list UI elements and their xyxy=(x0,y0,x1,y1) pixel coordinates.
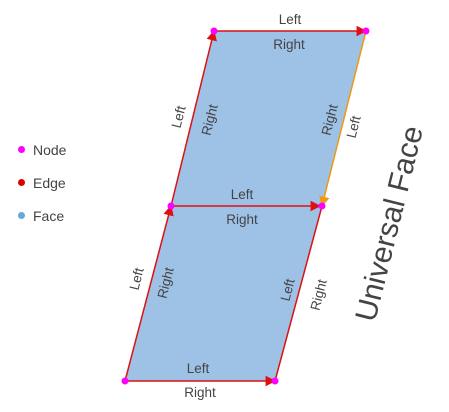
edge-lower-left-left-label: Left xyxy=(127,266,147,292)
edge-bottom-right-label: Right xyxy=(184,385,216,400)
node-middle-right xyxy=(318,202,326,210)
edge-upper-right xyxy=(319,30,367,208)
edge-legend-icon xyxy=(18,179,25,186)
node-bottom-left xyxy=(121,377,129,385)
edge-bottom-left-label: Left xyxy=(187,361,210,376)
legend-label-face: Face xyxy=(33,207,65,224)
node-middle-left xyxy=(167,202,175,210)
face-lower xyxy=(125,206,322,381)
legend: Node Edge Face xyxy=(16,133,66,232)
edge-lower-right xyxy=(274,205,323,382)
edge-top-left-label: Left xyxy=(279,12,302,27)
edge-middle-left-label: Left xyxy=(231,187,254,202)
universal-face-label: Universal Face xyxy=(350,123,430,325)
edge-lower-left-right-label: Right xyxy=(155,266,177,300)
edge-lower-left xyxy=(124,204,174,382)
legend-item-node: Node xyxy=(16,133,66,166)
edge-top-right-label: Right xyxy=(273,37,305,52)
legend-label-edge: Edge xyxy=(33,174,66,191)
face-upper xyxy=(171,31,366,206)
node-top-left xyxy=(210,27,218,35)
legend-item-face: Face xyxy=(16,199,66,232)
node-bottom-right xyxy=(271,377,279,385)
node-legend-icon xyxy=(18,146,25,153)
edge-upper-right-right-label: Right xyxy=(319,103,341,137)
edge-lower-right-right-label: Right xyxy=(308,278,330,312)
edge-upper-left-left-label: Left xyxy=(169,104,189,130)
edge-upper-left xyxy=(170,29,217,207)
edge-lower-right-left-label: Left xyxy=(278,277,298,303)
legend-label-node: Node xyxy=(33,141,67,158)
face-legend-icon xyxy=(18,212,25,219)
legend-item-edge: Edge xyxy=(16,166,66,199)
edge-upper-left-right-label: Right xyxy=(199,103,221,137)
edge-upper-right-left-label: Left xyxy=(344,114,364,140)
edge-middle-right-label: Right xyxy=(226,212,258,227)
node-top-right xyxy=(362,27,370,35)
